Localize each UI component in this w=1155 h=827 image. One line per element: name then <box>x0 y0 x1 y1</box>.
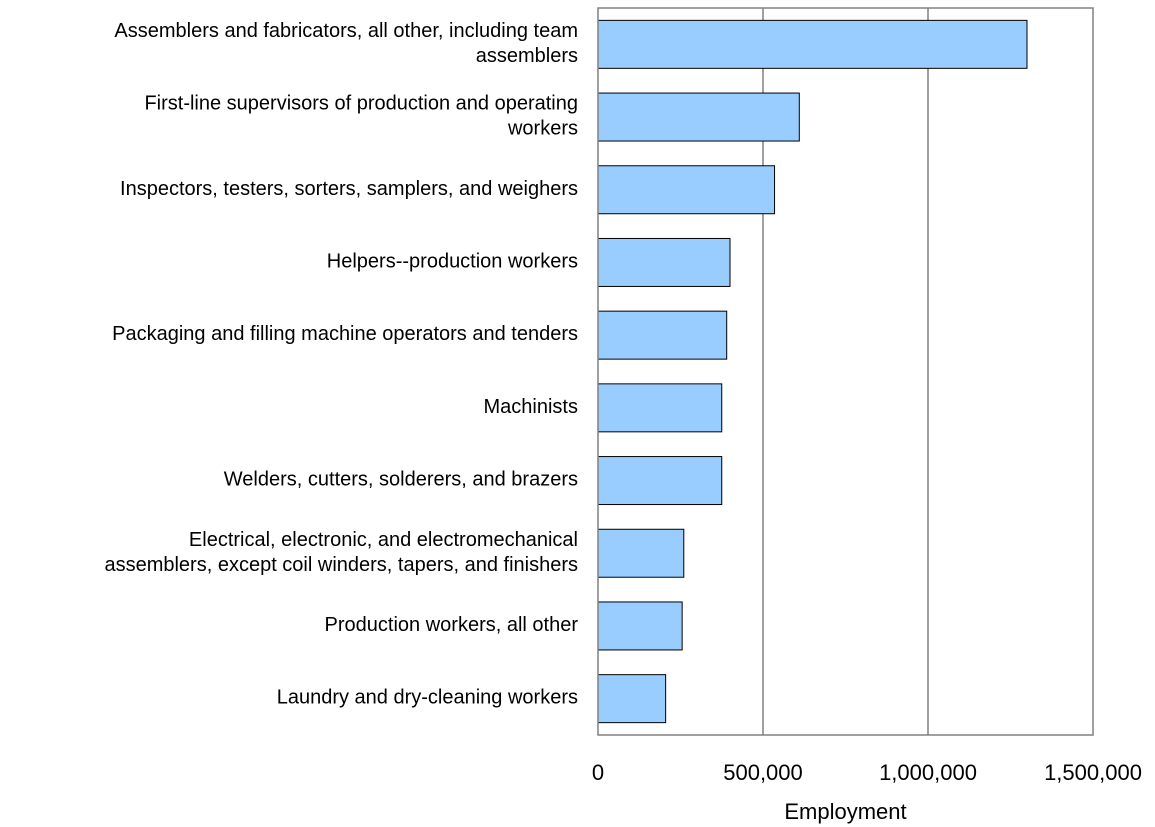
x-tick-label: 1,500,000 <box>1044 760 1142 785</box>
x-axis-title: Employment <box>784 799 906 824</box>
x-tick-label: 500,000 <box>723 760 803 785</box>
bar <box>597 310 728 360</box>
category-label-line: workers <box>507 118 578 140</box>
bar <box>597 456 723 506</box>
category-label-line: Packaging and filling machine operators … <box>112 323 578 345</box>
bar <box>597 19 1028 69</box>
bar <box>597 383 723 433</box>
category-label-line: Helpers--production workers <box>327 251 578 273</box>
bar <box>597 528 685 578</box>
plot-area-frame <box>597 7 1094 736</box>
category-label-line: Electrical, electronic, and electromecha… <box>189 529 578 551</box>
category-label: Inspectors, testers, sorters, samplers, … <box>120 178 578 200</box>
x-tick-label: 1,000,000 <box>879 760 977 785</box>
category-label: Welders, cutters, solderers, and brazers <box>224 469 578 491</box>
category-label: Packaging and filling machine operators … <box>112 323 578 345</box>
category-label-line: First-line supervisors of production and… <box>144 93 578 115</box>
category-label: Laundry and dry-cleaning workers <box>277 687 578 709</box>
bar <box>597 237 731 287</box>
bar <box>597 601 683 651</box>
bars <box>597 19 1028 724</box>
category-label: Assemblers and fabricators, all other, i… <box>114 20 578 67</box>
category-label-line: Machinists <box>484 396 578 418</box>
category-label-line: Inspectors, testers, sorters, samplers, … <box>120 178 578 200</box>
category-label-line: Laundry and dry-cleaning workers <box>277 687 578 709</box>
category-labels: Assemblers and fabricators, all other, i… <box>104 20 578 709</box>
category-label-line: Welders, cutters, solderers, and brazers <box>224 469 578 491</box>
category-label-line: Production workers, all other <box>325 614 579 636</box>
bar <box>597 92 800 142</box>
category-label-line: assemblers, except coil winders, tapers,… <box>104 554 578 576</box>
bar <box>597 674 667 724</box>
x-tick-labels: 0 500,000 1,000,000 1,500,000 <box>592 760 1142 785</box>
category-label-line: Assemblers and fabricators, all other, i… <box>114 20 578 42</box>
category-label: Helpers--production workers <box>327 251 578 273</box>
bar <box>597 165 776 215</box>
category-label: Machinists <box>484 396 578 418</box>
category-label: Electrical, electronic, and electromecha… <box>104 529 578 576</box>
category-label-line: assemblers <box>476 45 578 67</box>
category-label: Production workers, all other <box>325 614 579 636</box>
category-label: First-line supervisors of production and… <box>144 93 578 140</box>
x-tick-label: 0 <box>592 760 604 785</box>
